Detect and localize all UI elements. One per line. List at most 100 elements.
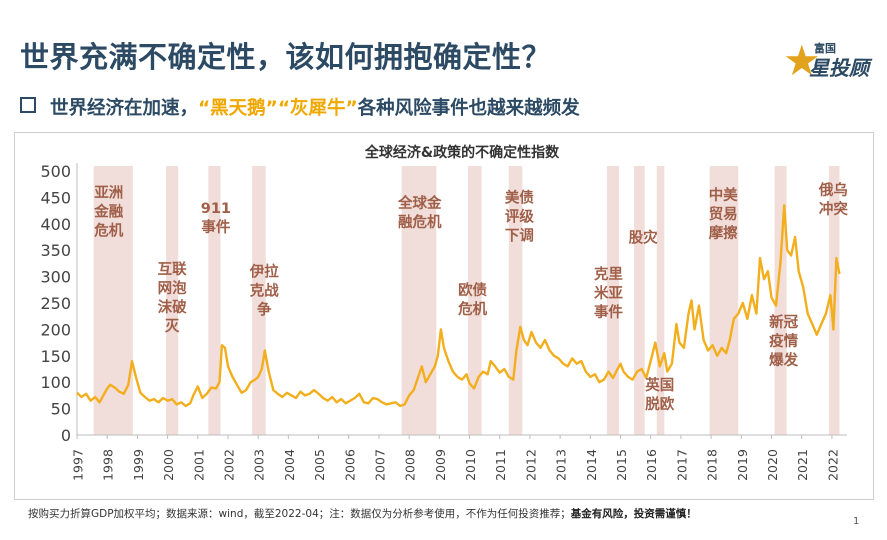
event-band: [468, 166, 482, 435]
event-band: [401, 166, 437, 435]
x-tick-label: 2001: [191, 449, 206, 481]
y-tick-label: 450: [40, 188, 71, 207]
brand-logo: ★ 富国 星投顾: [783, 38, 873, 88]
event-label-line: 金融: [93, 202, 123, 220]
subtitle-highlight-grey-rhino: “灰犀牛”: [277, 98, 358, 119]
event-label-line: 评级: [505, 208, 534, 226]
event-label: 新冠疫情爆发: [769, 313, 798, 369]
x-tick-label: 2006: [342, 449, 357, 481]
event-label-line: 脱欧: [645, 395, 674, 413]
event-band: [709, 166, 739, 435]
x-tick-label: 1998: [101, 449, 116, 481]
uncertainty-chart: 全球经济&政策的不确定性指数 0 50 100 150 200 250 300 350 400 45…: [40, 144, 848, 481]
star-icon: ★: [783, 36, 821, 85]
footer-risk-warning: 基金有风险，投资需谨慎！: [570, 508, 697, 520]
event-label-line: 摩擦: [709, 224, 738, 242]
x-tick-label: 2002: [221, 449, 236, 481]
event-label-line: 灭: [164, 318, 180, 335]
x-tick-label: 2004: [282, 449, 297, 481]
event-label-line: 欧债: [458, 281, 487, 299]
event-label: 互联网泡沫破灭: [158, 261, 187, 335]
event-label-line: 危机: [94, 221, 123, 239]
x-tick-label: 1997: [71, 449, 86, 481]
page-number: 1: [853, 516, 860, 527]
event-label: 美债评级下调: [505, 189, 534, 245]
event-label: 英国脱欧: [645, 376, 674, 413]
x-tick-label: 2018: [705, 449, 720, 481]
event-label-line: 危机: [458, 300, 487, 318]
event-label-line: 融危机: [398, 213, 442, 231]
x-tick-label: 2019: [735, 449, 750, 481]
subtitle-part1: 世界经济在加速，: [50, 98, 199, 119]
event-label-line: 争: [257, 301, 272, 319]
y-tick-label: 150: [40, 347, 71, 366]
x-tick-label: 2009: [433, 449, 448, 481]
event-band: [508, 166, 523, 435]
event-label-line: 伊拉: [249, 263, 279, 281]
subtitle: 世界经济在加速，“黑天鹅”“灰犀牛”各种风险事件也越来越频发: [20, 94, 580, 120]
event-label-line: 股灾: [629, 228, 658, 246]
event-label: 欧债危机: [458, 281, 487, 318]
y-tick-label: 350: [40, 241, 71, 260]
event-label-line: 米亚: [594, 284, 623, 302]
event-label-line: 美债: [505, 189, 534, 207]
logo-big-text: 星投顾: [809, 56, 869, 80]
event-label: 克里米亚事件: [594, 265, 623, 321]
event-label-line: 互联: [158, 261, 187, 278]
x-tick-label: 2012: [523, 449, 538, 481]
x-tick-label: 2010: [463, 449, 478, 481]
event-label-line: 克战: [250, 282, 279, 300]
page-title: 世界充满不确定性，该如何拥抱确定性？: [20, 40, 552, 74]
event-band: [634, 166, 645, 435]
x-tick-label: 2013: [554, 449, 569, 481]
event-band: [252, 166, 266, 435]
y-tick-label: 250: [40, 294, 71, 313]
event-label-line: 中美: [709, 186, 738, 204]
event-band: [208, 166, 221, 435]
event-label-line: 沫破: [158, 298, 187, 316]
event-label: 俄乌冲突: [818, 181, 848, 218]
event-label-line: 英国: [645, 376, 674, 394]
event-label: 股灾: [629, 228, 658, 246]
event-band: [166, 166, 179, 435]
y-tick-label: 200: [40, 320, 71, 339]
event-label-line: 贸易: [709, 205, 738, 223]
chart-container: 全球经济&政策的不确定性指数 0 50 100 150 200 250 300 350 400 45…: [14, 132, 874, 500]
event-label: 中美贸易摩擦: [709, 186, 738, 242]
y-tick-label: 0: [61, 426, 71, 445]
footer-note: 按购买力折算GDP加权平均；数据来源：wind，截至2022-04；注：数据仅为…: [28, 506, 697, 521]
event-band: [606, 166, 620, 435]
event-label-line: 全球金: [397, 194, 442, 212]
event-label: 亚洲金融危机: [93, 184, 123, 239]
event-label-line: 冲突: [819, 200, 848, 218]
event-label-line: 爆发: [769, 351, 798, 369]
checkbox-square-icon: [20, 97, 36, 113]
y-tick-label: 300: [40, 268, 71, 287]
y-tick-label: 50: [51, 400, 71, 419]
event-label-line: 克里: [594, 265, 623, 283]
event-band: [656, 166, 665, 435]
y-tick-label: 500: [40, 162, 71, 181]
event-label-line: 911: [201, 201, 231, 217]
subtitle-highlight-black-swan: “黑天鹅”: [198, 98, 278, 119]
event-label-line: 下调: [505, 228, 534, 245]
event-label-line: 事件: [201, 218, 230, 236]
event-label-line: 疫情: [769, 332, 798, 350]
y-tick-label: 400: [40, 215, 71, 234]
x-tick-label: 2011: [493, 449, 508, 481]
event-label-line: 事件: [594, 303, 623, 321]
x-tick-label: 2022: [825, 449, 840, 481]
chart-title: 全球经济&政策的不确定性指数: [364, 144, 560, 161]
subtitle-part2: 各种风险事件也越来越频发: [357, 98, 580, 119]
event-label: 全球金融危机: [397, 194, 442, 231]
x-tick-label: 2021: [795, 449, 810, 481]
x-tick-label: 2014: [584, 449, 599, 481]
event-label: 伊拉克战争: [249, 263, 279, 319]
series-line: [76, 204, 841, 408]
x-tick-label: 2000: [161, 449, 176, 481]
x-tick-label: 2007: [372, 449, 387, 481]
footer-note-text: 按购买力折算GDP加权平均；数据来源：wind，截至2022-04；注：数据仅为…: [28, 508, 571, 520]
event-label-line: 新冠: [769, 313, 798, 331]
x-tick-label: 2020: [765, 449, 780, 481]
x-tick-label: 2015: [614, 449, 629, 481]
